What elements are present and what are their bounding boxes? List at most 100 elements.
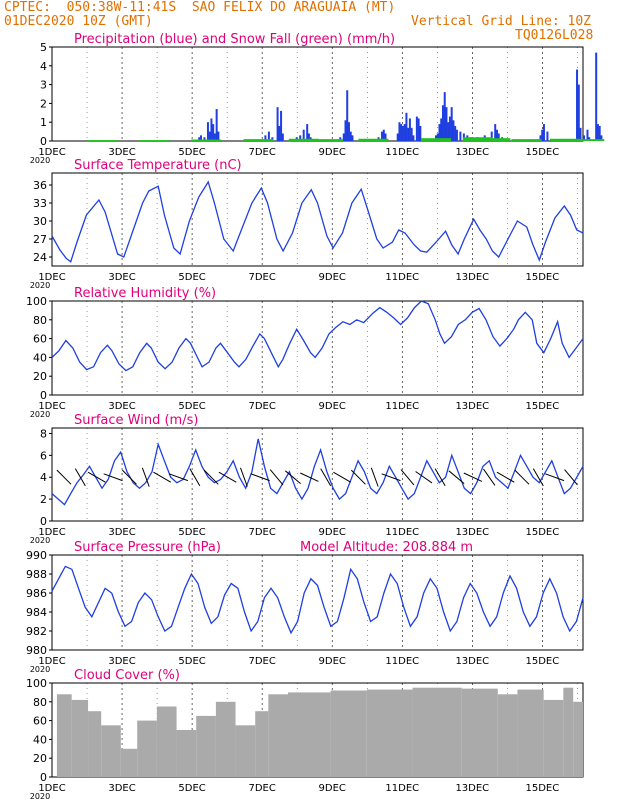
panel-1-bar	[438, 124, 441, 141]
panel-1-frame	[51, 46, 584, 142]
panel-1-y-tick-label: 4	[40, 60, 47, 73]
panel-5-series-line	[51, 565, 584, 635]
panel-4-y-tick-label: 0	[40, 515, 47, 528]
wind-arrow	[448, 470, 465, 485]
wind-arrow	[168, 473, 189, 482]
panel-1-bar	[86, 140, 117, 141]
panel-3-year-label: 2020	[30, 410, 50, 419]
panel-3-y-tick-label: 80	[33, 314, 47, 327]
panel-6-title: Cloud Cover (%)	[74, 668, 180, 683]
panel-1-bar	[576, 69, 579, 141]
panel-1-bar	[302, 129, 305, 141]
panel-6-x-tick-label: 5DEC	[178, 783, 205, 794]
panel-3-y-tick-label: 60	[33, 333, 47, 346]
panel-1-bar	[480, 138, 511, 141]
header-line-3-right: TQ0126L028	[515, 28, 594, 43]
header-line-2-right: Vertical Grid Line: 10Z	[411, 14, 592, 29]
panel-1-bar	[419, 125, 422, 141]
panel-3-x-tick-label: 15DEC	[526, 401, 560, 412]
panel-4-series-line	[51, 438, 584, 506]
wind-arrow	[370, 467, 379, 487]
panel-1-bar	[462, 133, 465, 141]
panel-1-bar	[306, 124, 309, 141]
panel-1-bar	[313, 139, 344, 141]
panel-3-y-tick-label: 100	[26, 295, 47, 308]
panel-3-x-tick-label: 5DEC	[178, 401, 205, 412]
panel-2-x-tick-label: 15DEC	[526, 272, 560, 283]
wind-arrow	[545, 473, 565, 482]
wind-arrow	[250, 473, 270, 482]
panel-1-bar	[445, 107, 448, 141]
panel-6-x-tick-label: 11DEC	[385, 783, 419, 794]
panel-1-x-tick-label: 11DEC	[385, 147, 419, 158]
panel-4-year-label: 2020	[30, 536, 50, 545]
panel-2-series-line	[51, 180, 584, 263]
panel-5-annotation: Model Altitude: 208.884 m	[300, 540, 473, 555]
panel-1-bar	[441, 105, 444, 141]
panel-1-bar	[400, 124, 403, 141]
wind-arrow	[300, 472, 319, 482]
panel-6-x-tick-label: 3DEC	[108, 783, 135, 794]
panel-2-x-tick-label: 7DEC	[248, 272, 275, 283]
wind-arrow	[381, 473, 401, 482]
panel-6-cloud-bar	[215, 701, 236, 777]
panel-1-bar	[407, 127, 410, 141]
panel-5-frame	[51, 554, 584, 651]
panel-6-cloud-bar	[235, 725, 256, 777]
panel-1-bar	[347, 122, 350, 141]
panel-1-bar	[267, 131, 270, 141]
panel-3-x-tick-label: 13DEC	[455, 401, 489, 412]
panel-3-frame	[51, 300, 584, 396]
panel-3-x-tick-label: 7DEC	[248, 401, 275, 412]
panel-1-x-tick-label: 7DEC	[248, 147, 275, 158]
panel-2-x-tick-label: 3DEC	[108, 272, 135, 283]
header-line-1: CPTEC: 050:38W-11:41S SAO FELIX DO ARAGU…	[4, 0, 396, 15]
panel-1-bar	[412, 135, 415, 141]
panel-1-bar	[459, 131, 462, 141]
panel-6-cloud-bar	[366, 689, 413, 777]
panel-1-title: Precipitation (blue) and Snow Fall (gree…	[74, 32, 395, 47]
panel-1-bar	[415, 116, 418, 141]
panel-1-bar	[280, 110, 283, 141]
panel-6-cloud-bar	[517, 689, 544, 777]
panel-1-y-tick-label: 5	[40, 41, 47, 54]
panel-2-x-tick-label: 13DEC	[455, 272, 489, 283]
panel-3-x-tick-label: 3DEC	[108, 401, 135, 412]
panel-3-x-tick-label: 11DEC	[385, 401, 419, 412]
panel-6-cloud-bar	[56, 694, 72, 777]
panel-3-y-tick-label: 0	[40, 389, 47, 402]
panel-1-bar	[495, 129, 498, 141]
panel-1-bar	[539, 135, 542, 141]
panel-6-cloud-bar	[137, 720, 157, 777]
wind-arrow	[514, 469, 530, 485]
panel-1-bar	[401, 125, 404, 141]
panel-2-y-tick-label: 30	[33, 215, 47, 228]
panel-3-y-tick-label: 20	[33, 370, 47, 383]
panel-5-y-tick-label: 986	[26, 587, 47, 600]
panel-5-y-tick-label: 980	[26, 644, 47, 657]
panel-6-y-tick-label: 60	[33, 715, 47, 728]
panel-6-cloud-bar	[497, 694, 518, 777]
panel-1-bar	[213, 133, 216, 141]
panel-1-bar	[358, 138, 389, 141]
panel-1-bar	[408, 118, 411, 141]
panel-3-series-line	[51, 300, 584, 372]
panel-4-y-tick-label: 6	[40, 449, 47, 462]
panel-1-bar	[206, 122, 209, 141]
wind-arrow	[56, 469, 72, 485]
panel-1-bar	[351, 135, 354, 141]
panel-1-bar	[307, 133, 310, 141]
panel-1-bar	[454, 125, 457, 141]
panel-1-bar	[382, 129, 385, 141]
panel-1-bar	[208, 131, 211, 141]
panel-6-cloud-bar	[268, 694, 288, 777]
panel-1-bar	[596, 124, 599, 141]
panel-1-bar	[191, 139, 222, 141]
panel-5-x-tick-label: 13DEC	[455, 656, 489, 667]
panel-6-x-tick-label: 15DEC	[526, 783, 560, 794]
panel-2-y-tick-label: 36	[33, 179, 47, 192]
wind-arrow	[532, 468, 544, 487]
wind-arrow	[463, 472, 483, 482]
wind-arrow	[103, 473, 123, 482]
panel-1-bar	[583, 135, 585, 141]
